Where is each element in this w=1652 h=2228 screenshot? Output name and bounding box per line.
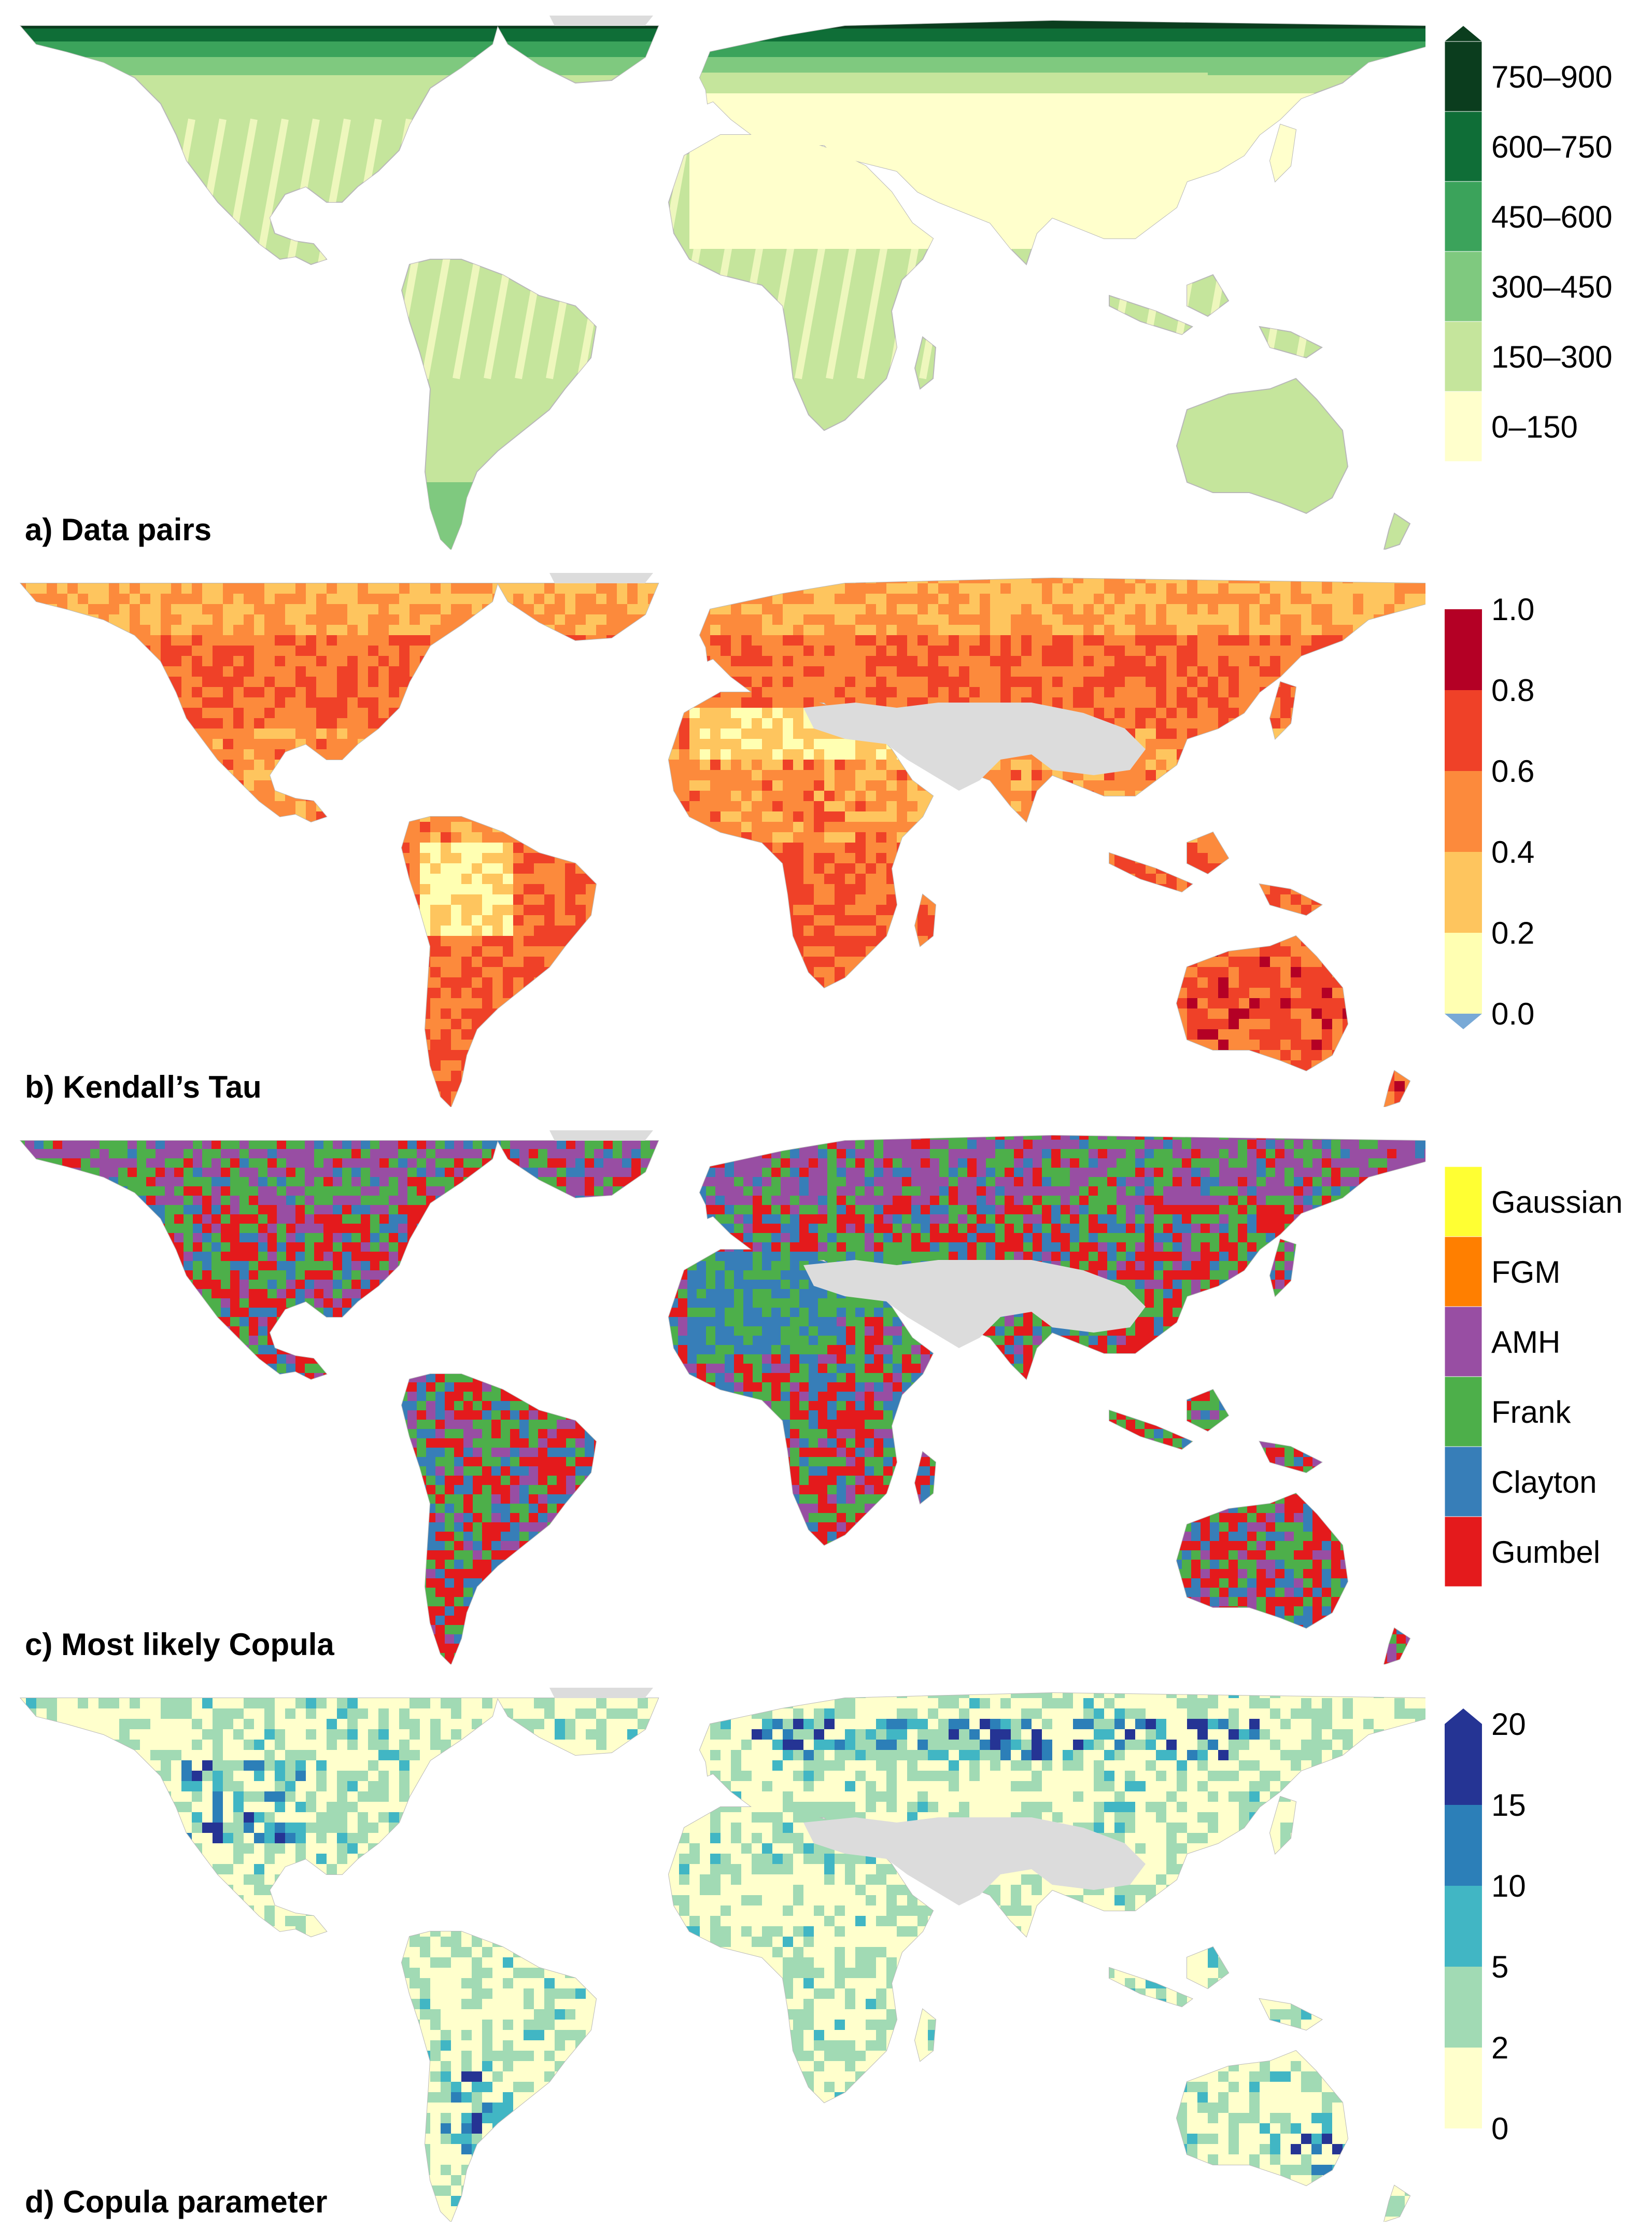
legend-swatch [1444,1306,1482,1377]
legend-swatch [1445,1886,1482,1967]
legend-data-pairs: 750–900 600–750 450–600 300–450 150–300 0–150 [1438,21,1646,519]
legend-label: 20 [1491,1706,1526,1742]
legend-swatch [1444,41,1482,112]
legend-swatch [1445,933,1482,1014]
legend-label: Frank [1491,1394,1571,1430]
legend-swatch [1445,690,1482,771]
legend-swatch [1444,1446,1482,1517]
legend-copula-parameter: 20 15 10 5 2 0 [1438,1693,1646,2191]
legend-swatch [1444,1516,1482,1587]
legend-label: 0.6 [1491,753,1534,789]
legend-label: AMH [1491,1324,1560,1360]
world-map-copula-parameter [19,1688,1425,2222]
no-data-region [803,703,1146,791]
kendalls-tau-field [21,578,1425,1107]
legend-swatch [1444,1166,1482,1237]
landmass-australia [1176,377,1349,514]
legend-swatch [1445,1724,1482,1805]
legend-label: 15 [1491,1787,1526,1823]
panel-copula-parameter: 20 15 10 5 2 0 d) Copula parameter [0,1672,1652,2227]
panel-most-likely-copula: Gaussian FGM AMH Frank Clayton Gumbel c) Most… [0,1115,1652,1670]
copula-field [21,1136,1425,1664]
legend-swatch [1445,771,1482,852]
legend-underflow-arrow [1445,1014,1482,1029]
legend-swatch [1445,609,1482,690]
legend-label: Gumbel [1491,1534,1600,1570]
legend-label: 0.8 [1491,672,1534,708]
legend-label: Clayton [1491,1464,1597,1500]
legend-label: 1.0 [1491,592,1534,627]
no-data-region [803,1817,1146,1905]
legend-label: 0.2 [1491,915,1534,951]
legend-swatch [1444,1236,1482,1307]
world-map-kendalls-tau [19,573,1425,1107]
panel-kendalls-tau: 1.0 0.8 0.6 0.4 0.2 0.0 b) Kendall’s Tau [0,557,1652,1112]
world-map-data-pairs [19,16,1425,550]
panel-title-b: b) Kendall’s Tau [25,1069,262,1105]
legend-label: 450–600 [1491,199,1613,235]
panel-data-pairs: 750–900 600–750 450–600 300–450 150–300 0–150… [0,0,1652,555]
legend-kendalls-tau: 1.0 0.8 0.6 0.4 0.2 0.0 [1438,578,1646,1076]
panel-title-c: c) Most likely Copula [25,1627,334,1662]
legend-overflow-arrow [1445,26,1482,41]
legend-swatch [1445,852,1482,933]
legend-overflow-arrow [1445,1708,1482,1724]
legend-swatch [1444,251,1482,322]
legend-swatch [1444,181,1482,252]
legend-label: 600–750 [1491,129,1613,165]
legend-label: 750–900 [1491,59,1613,95]
legend-label: 2 [1491,2030,1508,2066]
legend-label: 0.0 [1491,996,1534,1032]
legend-swatch [1445,1805,1482,1886]
legend-most-likely-copula: Gaussian FGM AMH Frank Clayton Gumbel [1438,1136,1646,1633]
world-map-most-likely-copula [19,1130,1425,1664]
legend-label: FGM [1491,1254,1560,1290]
legend-label: 150–300 [1491,339,1613,375]
legend-swatch [1444,111,1482,182]
legend-swatch [1445,1967,1482,2048]
legend-label: 0.4 [1491,834,1534,870]
landmass-south-america [401,259,597,550]
landmass-borneo [1187,274,1230,317]
legend-label: 10 [1491,1868,1526,1904]
panel-title-d: d) Copula parameter [25,2184,327,2220]
legend-label: 0–150 [1491,409,1578,445]
copula-parameter-field [21,1693,1425,2222]
legend-swatch [1445,2048,1482,2128]
legend-label: 5 [1491,1949,1508,1985]
legend-swatch [1444,321,1482,392]
no-data-region [803,1260,1146,1348]
landmass-new-zealand [1383,512,1411,550]
legend-swatch [1444,1376,1482,1447]
panel-title-a: a) Data pairs [25,512,211,548]
legend-label: 300–450 [1491,269,1613,305]
legend-swatch [1444,391,1482,462]
legend-label: 0 [1491,2111,1508,2147]
legend-label: Gaussian [1491,1184,1622,1220]
